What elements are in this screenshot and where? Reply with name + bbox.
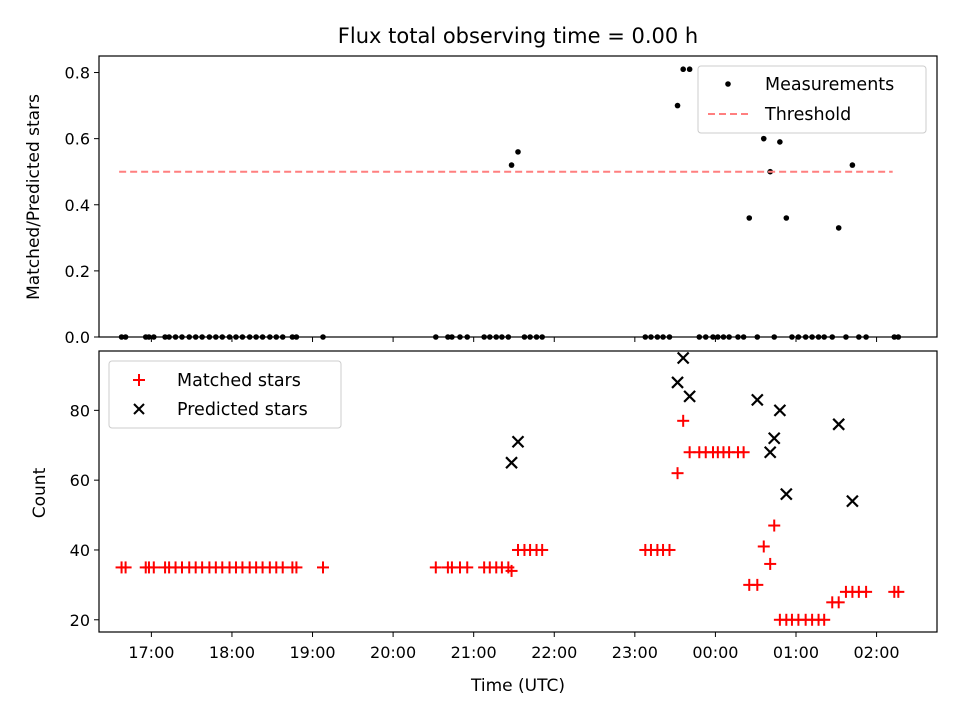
measurement-point [746,215,753,221]
matched-stars-point [505,564,518,577]
matched-stars-point [757,540,770,553]
bottom-y-tick-label: 60 [70,471,90,490]
matched-stars-point [147,561,160,574]
matched-stars-point [764,557,777,570]
legend-predicted-label: Predicted stars [177,400,308,420]
x-tick-label: 18:00 [209,643,255,662]
top-y-tick-label: 0.8 [65,64,90,83]
top-legend: Measurements Threshold [697,65,927,134]
predicted-stars-point [671,376,684,389]
matched-stars-point [671,467,684,480]
measurement-point [783,215,790,221]
measurement-point [835,225,842,231]
matched-stars-point [737,446,750,459]
measurement-point [777,139,783,145]
top-y-tick-label: 0.2 [65,262,90,281]
legend-measurements-label: Measurements [765,75,894,95]
predicted-stars-point [676,351,690,365]
predicted-stars-point [505,456,518,469]
bottom-panel: Count Time (UTC) 20 40 60 80 17:00 18:00 19:0… [30,350,938,696]
top-y-tick-label: 0.6 [65,130,90,149]
bottom-x-axis-label: Time (UTC) [470,676,565,696]
x-tick-label: 02:00 [854,643,900,662]
matched-stars-point [461,561,474,574]
legend-predicted-icon [133,403,145,415]
bottom-axes-frame [98,350,938,633]
legend-threshold-label: Threshold [764,105,851,125]
matched-stars-point [832,596,845,609]
predicted-stars-point [773,404,787,417]
top-y-tick-label: 0.4 [65,196,90,215]
matched-stars-point [677,414,690,427]
bottom-y-tick-label: 20 [70,611,90,630]
top-axes-frame [98,55,938,338]
bottom-y-axis-label: Count [30,467,50,518]
measurement-point [849,162,856,168]
matched-stars-point [860,585,873,598]
bottom-plot-marks [115,351,905,626]
legend-measurements-icon [725,81,731,87]
x-tick-label: 01:00 [773,643,819,662]
top-y-ticks: 0.0 0.2 0.4 0.6 0.8 [65,64,99,347]
predicted-stars-point [751,393,764,407]
matched-stars-point [317,561,330,574]
bottom-y-tick-label: 40 [70,541,90,560]
predicted-stars-point [683,390,696,403]
bottom-legend: Matched stars Predicted stars [108,360,342,429]
legend-matched-icon [133,374,145,386]
matched-stars-point [429,561,442,574]
x-tick-label: 19:00 [289,643,335,662]
matched-stars-point [290,561,303,574]
chart-title: Flux total observing time = 0.00 h [338,24,698,48]
legend-matched-label: Matched stars [177,371,301,391]
matched-stars-point [768,519,781,532]
matched-stars-point [119,561,132,574]
measurement-point [515,149,521,155]
measurement-point [508,162,515,168]
matched-stars-point [892,585,905,598]
matched-stars-point [663,543,676,556]
top-y-tick-label: 0.0 [65,328,90,347]
measurement-point [760,135,767,142]
top-panel: Matched/Predicted stars 0.00.20.40.60.8 … [24,55,938,347]
bottom-x-ticks: 17:00 18:00 19:00 20:00 21:00 22:00 23:00 00:00… [128,632,900,662]
x-tick-label: 17:00 [128,643,174,662]
predicted-stars-point [780,487,793,501]
bottom-y-tick-label: 80 [70,401,90,420]
x-tick-label: 00:00 [692,643,738,662]
predicted-stars-point [846,494,859,508]
bottom-y-ticks: 20 40 60 80 [70,401,99,630]
x-tick-label: 20:00 [370,643,416,662]
top-legend-box [697,65,927,134]
x-tick-label: 21:00 [451,643,497,662]
matched-stars-point [536,543,549,556]
measurement-point [674,102,681,109]
matched-stars-point [751,578,764,591]
measurement-point [680,66,686,73]
predicted-stars-point [832,418,845,431]
top-y-axis-label: Matched/Predicted stars [24,94,44,300]
matched-stars-point [818,613,831,626]
measurement-point [686,66,693,73]
x-tick-label: 22:00 [531,643,577,662]
bottom-legend-box [108,360,342,429]
predicted-stars-point [767,431,781,445]
predicted-stars-point [511,435,525,449]
predicted-stars-point [763,445,777,459]
x-tick-label: 23:00 [612,643,658,662]
